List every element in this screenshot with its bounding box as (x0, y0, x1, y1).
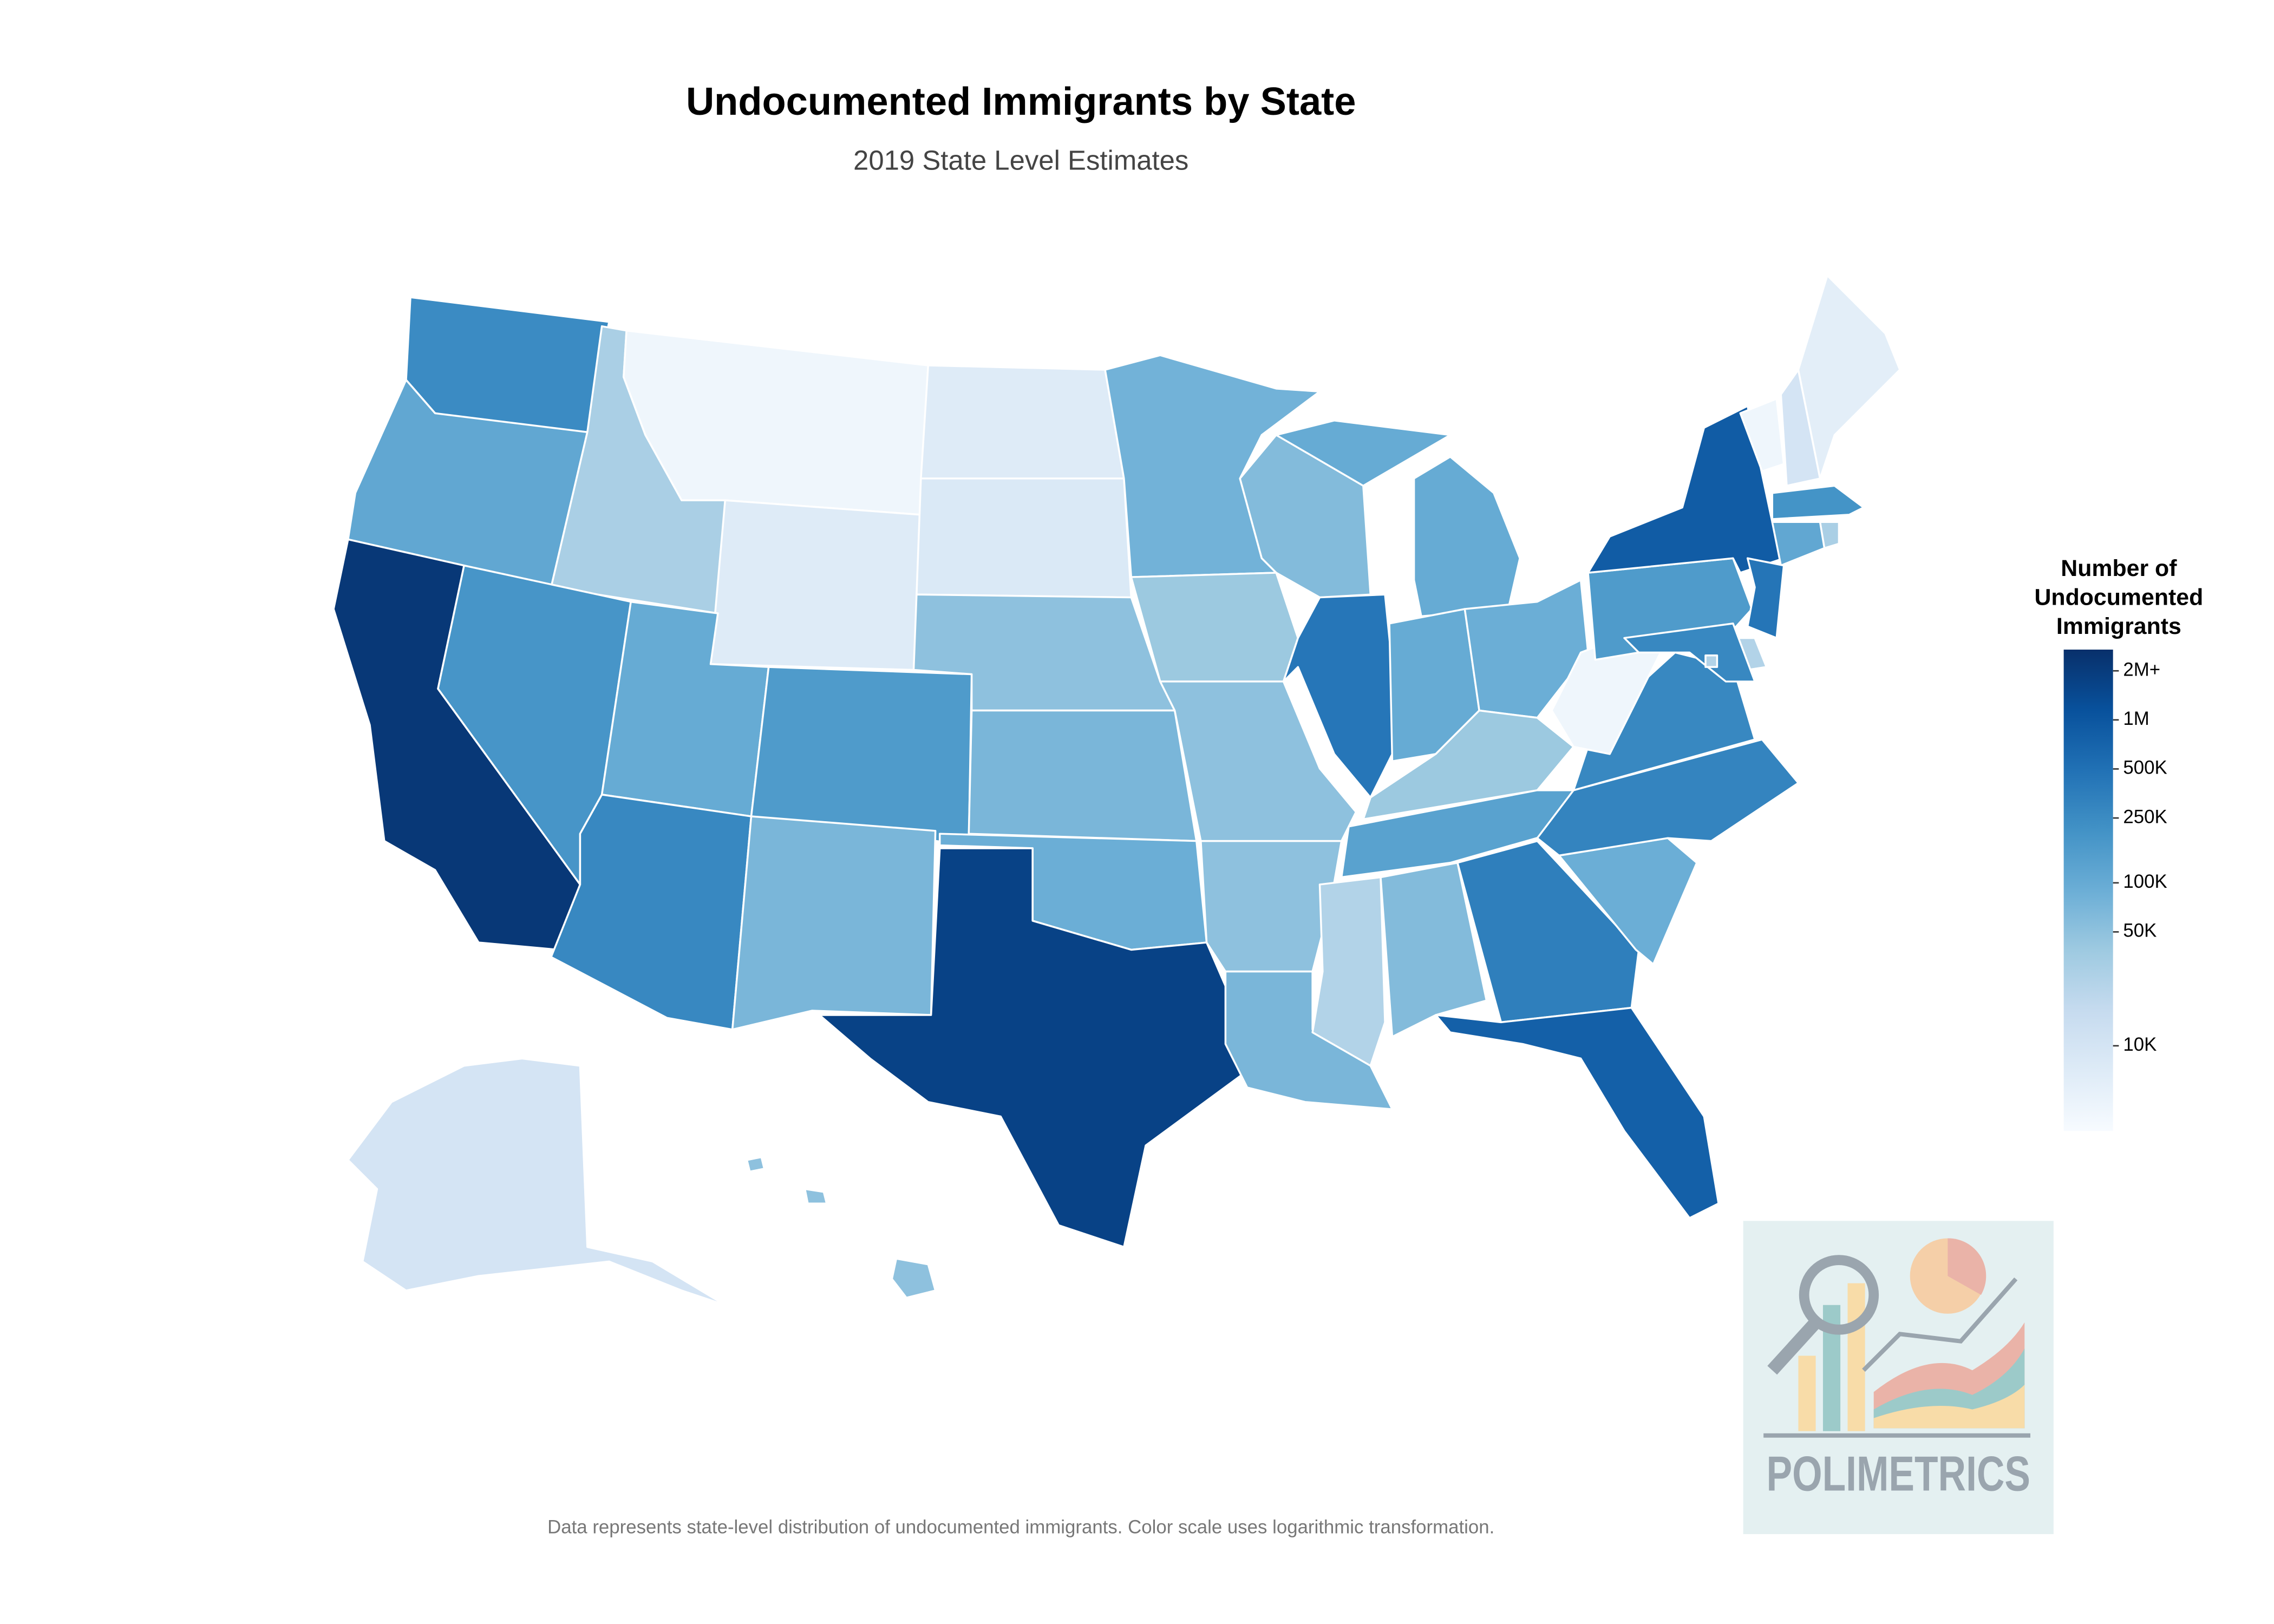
state (347, 1057, 727, 1306)
state (1704, 654, 1718, 668)
state (746, 1156, 937, 1299)
colorbar-tick-label: 2M+ (2123, 659, 2160, 680)
state (1224, 970, 1394, 1110)
legend-title: Immigrants (2056, 613, 2181, 639)
state (1746, 557, 1785, 639)
legend-title: Number of (2061, 555, 2177, 581)
state (1456, 840, 1640, 1024)
chart-subtitle: 2019 State Level Estimates (853, 145, 1188, 175)
state (968, 709, 1198, 842)
colorbar-tick-label: 500K (2123, 757, 2167, 778)
logo-icon (1862, 1277, 2018, 1372)
colorbar-tick-label: 100K (2123, 871, 2167, 892)
state (1362, 709, 1574, 821)
state (1771, 521, 1826, 567)
logo: POLIMETRICS (1743, 1221, 2054, 1534)
state (1536, 738, 1800, 857)
state (1819, 521, 1840, 549)
colorbar-tick-label: 250K (2123, 806, 2167, 827)
logo-icon (1948, 1238, 1987, 1295)
logo-icon (1798, 1355, 1816, 1431)
state (709, 499, 922, 671)
logo-icon (1873, 1385, 2025, 1429)
colorbar-tick-label: 1M (2123, 708, 2149, 729)
state (1311, 876, 1386, 1067)
state (818, 847, 1245, 1248)
state (1130, 572, 1299, 683)
colorbar (2063, 650, 2113, 1131)
state (1623, 623, 1756, 683)
chart-title: Undocumented Immigrants by State (686, 80, 1356, 123)
footnote: Data represents state-level distribution… (547, 1516, 1494, 1537)
logo-icon (1847, 1283, 1865, 1431)
state (1435, 1006, 1720, 1219)
legend-title: Undocumented (2034, 585, 2203, 611)
state (1739, 397, 1785, 473)
logo-icon (1767, 1318, 1821, 1375)
state (1771, 484, 1865, 520)
logo-icon (1799, 1255, 1879, 1335)
map (332, 274, 1901, 1306)
state (1275, 420, 1521, 618)
state (405, 296, 610, 433)
state (916, 477, 1133, 599)
state (731, 815, 937, 1031)
logo-text: POLIMETRICS (1767, 1447, 2031, 1502)
state (1572, 651, 1756, 791)
colorbar-tick-label: 10K (2123, 1034, 2157, 1055)
colorbar-tick-label: 50K (2123, 920, 2157, 941)
state (1380, 862, 1488, 1038)
state (1797, 274, 1901, 480)
state (920, 364, 1125, 480)
